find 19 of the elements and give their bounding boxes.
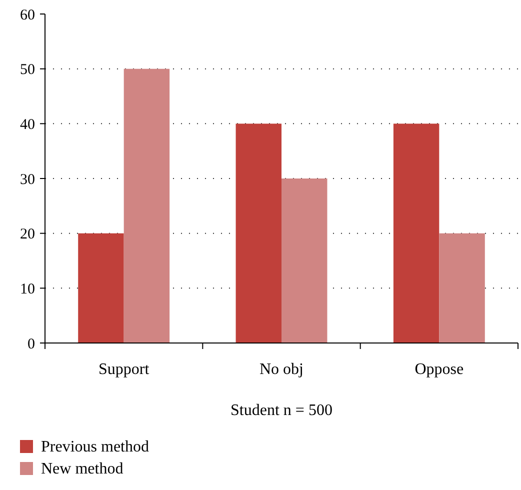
y-tick-label: 10 [20, 281, 35, 298]
x-axis-title: Student n = 500 [230, 402, 332, 419]
x-tick-label: Oppose [414, 361, 464, 378]
bar [439, 233, 485, 343]
x-tick-label: No obj [260, 361, 304, 378]
x-tick-label: Support [98, 361, 150, 378]
bar [236, 124, 282, 343]
legend-label: New method [41, 460, 124, 478]
y-tick-label: 20 [20, 226, 35, 243]
y-tick-label: 40 [20, 116, 35, 133]
y-tick-label: 60 [20, 7, 35, 24]
y-tick-label: 0 [28, 336, 35, 352]
bar [78, 233, 124, 343]
y-tick-label: 30 [20, 172, 35, 188]
bar [393, 124, 440, 343]
y-tick-label: 50 [20, 62, 35, 78]
legend-label: Previous method [41, 438, 149, 456]
bar [282, 178, 328, 343]
bar [124, 68, 170, 343]
